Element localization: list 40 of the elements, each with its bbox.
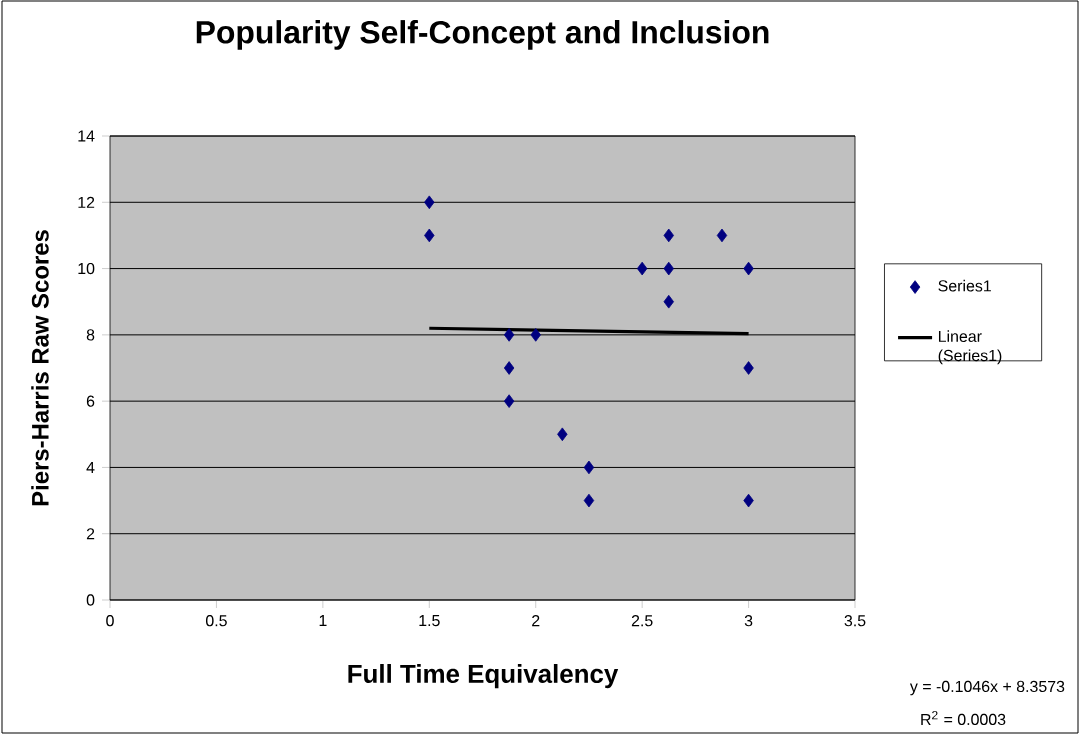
- point: [583, 493, 595, 508]
- x-tick-label: 0: [106, 615, 114, 627]
- y-tick-label: 0: [86, 594, 95, 606]
- point: [663, 294, 674, 309]
- point: [530, 328, 541, 342]
- legend-label: Linear (Series1): [938, 330, 1002, 365]
- legend-label: Series1: [938, 279, 991, 292]
- point: [583, 460, 595, 475]
- x-tick-label: 2: [532, 615, 540, 627]
- point: [503, 328, 515, 342]
- point: [743, 493, 754, 508]
- x-tick-label: 3.5: [844, 615, 866, 627]
- chart-title: Popularity Self-Concept and Inclusion: [196, 20, 769, 50]
- y-tick-label: 10: [78, 262, 95, 275]
- point: [424, 195, 435, 210]
- text: R$^{2}$ = 0.0003: [921, 710, 1006, 726]
- y-tick-label: 2: [86, 528, 95, 540]
- y-tick-label: 6: [86, 395, 95, 407]
- point: [663, 261, 674, 276]
- y-tick-label: 14: [78, 130, 95, 142]
- y-axis-title: Piers-Harris Raw Scores: [31, 230, 49, 506]
- point: [636, 261, 648, 276]
- y-tick-label: 8: [86, 329, 95, 341]
- point: [424, 228, 435, 243]
- x-tick-label: 0.5: [205, 615, 227, 627]
- x-tick-label: 1.5: [419, 615, 440, 627]
- point: [557, 427, 568, 442]
- x-axis-title: Full Time Equivalency: [348, 664, 619, 689]
- point: [743, 361, 754, 375]
- x-tick-label: 2.5: [631, 615, 653, 627]
- x-tick-label: 3: [744, 615, 753, 627]
- point: [503, 361, 515, 375]
- point: [503, 394, 515, 408]
- y-tick-label: 4: [86, 461, 95, 473]
- point: [743, 261, 754, 276]
- text: y = -0.1046x + 8.3573: [909, 680, 1065, 696]
- point: [663, 228, 674, 243]
- y-tick-label: 12: [78, 196, 95, 208]
- point: [716, 228, 728, 243]
- x-tick-label: 1: [319, 615, 327, 627]
